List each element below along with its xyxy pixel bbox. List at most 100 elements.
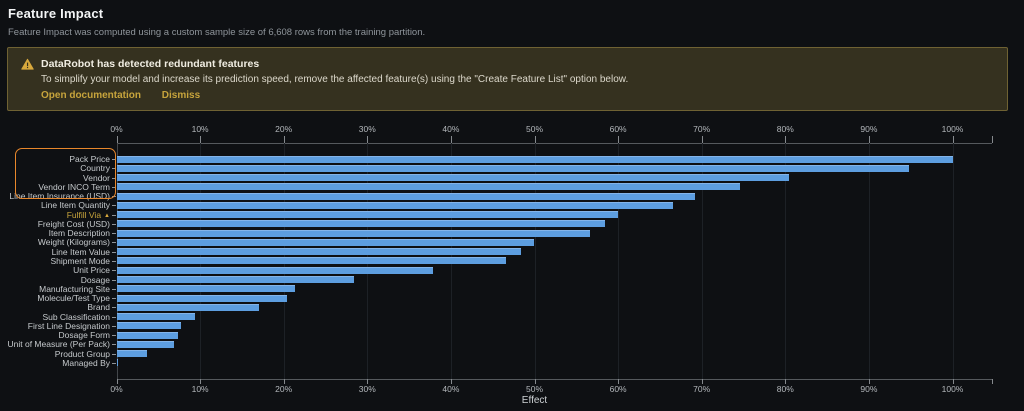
top-axis-tick bbox=[367, 136, 369, 143]
feature-impact-bar bbox=[117, 294, 288, 302]
feature-impact-bar bbox=[117, 248, 522, 256]
feature-impact-bar bbox=[117, 322, 181, 330]
feature-label: Line Item Value bbox=[51, 246, 110, 257]
top-axis-tick-label: 40% bbox=[442, 124, 460, 134]
feature-label: Product Group bbox=[54, 348, 110, 359]
top-axis-tick-label: 90% bbox=[860, 124, 878, 134]
feature-impact-bar bbox=[117, 164, 910, 172]
feature-impact-bar bbox=[117, 331, 178, 339]
bottom-axis-line bbox=[116, 379, 992, 380]
feature-axis-tick bbox=[112, 177, 116, 179]
warning-triangle-icon bbox=[21, 58, 34, 70]
feature-axis-tick bbox=[112, 298, 116, 300]
feature-axis-tick bbox=[112, 316, 116, 318]
top-axis-tick bbox=[701, 136, 703, 143]
bottom-axis-end-tick bbox=[992, 379, 993, 384]
top-axis-tick bbox=[534, 136, 536, 143]
top-axis-tick bbox=[116, 136, 118, 143]
feature-impact-bar bbox=[117, 220, 605, 228]
feature-impact-bar bbox=[117, 313, 196, 321]
feature-label: Country bbox=[80, 163, 110, 174]
feature-impact-bar bbox=[117, 174, 790, 182]
top-axis-tick bbox=[785, 136, 787, 143]
top-axis-tick bbox=[283, 136, 285, 143]
feature-axis-tick bbox=[112, 233, 116, 235]
feature-label: Manufacturing Site bbox=[39, 283, 110, 294]
feature-label: Line Item Quantity bbox=[41, 200, 110, 211]
feature-axis-tick bbox=[112, 270, 116, 272]
banner-title: DataRobot has detected redundant feature… bbox=[41, 58, 260, 70]
bottom-axis-tick-label: 90% bbox=[860, 384, 878, 394]
feature-axis-tick bbox=[112, 242, 116, 244]
top-axis-tick bbox=[450, 136, 452, 143]
bottom-axis-tick-label: 20% bbox=[275, 384, 293, 394]
feature-impact-bar bbox=[117, 201, 674, 209]
top-axis-tick-label: 50% bbox=[525, 124, 544, 134]
feature-axis-tick bbox=[112, 196, 116, 198]
feature-axis-tick bbox=[112, 335, 116, 337]
bottom-axis-tick bbox=[367, 379, 369, 384]
open-documentation-link[interactable]: Open documentation bbox=[41, 90, 141, 101]
feature-axis-tick bbox=[112, 288, 116, 290]
bottom-axis-tick bbox=[116, 379, 118, 384]
bottom-axis-tick bbox=[701, 379, 703, 384]
dismiss-link[interactable]: Dismiss bbox=[161, 90, 201, 101]
feature-impact-bar bbox=[117, 238, 534, 246]
feature-axis-tick bbox=[112, 168, 116, 170]
feature-impact-bar bbox=[117, 257, 507, 265]
feature-label: Dosage bbox=[80, 274, 110, 285]
feature-impact-bar bbox=[117, 183, 741, 191]
feature-impact-bar bbox=[117, 266, 434, 274]
bottom-axis-tick bbox=[952, 379, 954, 384]
top-axis-tick-label: 20% bbox=[275, 124, 293, 134]
feature-axis-tick bbox=[112, 344, 116, 346]
feature-impact-bar bbox=[117, 211, 619, 219]
banner-links: Open documentation Dismiss bbox=[41, 90, 218, 101]
bottom-axis-tick-label: 40% bbox=[442, 384, 460, 394]
feature-label: Molecule/Test Type bbox=[37, 293, 110, 304]
x-gridline bbox=[952, 143, 954, 379]
page-subtitle: Feature Impact was computed using a cust… bbox=[8, 27, 426, 38]
feature-label: Pack Price bbox=[69, 154, 110, 164]
feature-label: First Line Designation bbox=[27, 320, 110, 331]
page-title: Feature Impact bbox=[8, 6, 104, 21]
bottom-axis-tick-label: 50% bbox=[525, 384, 544, 394]
feature-label: Unit of Measure (Per Pack) bbox=[7, 339, 110, 350]
top-axis-tick-label: 30% bbox=[358, 124, 376, 134]
x-gridline bbox=[618, 143, 620, 379]
x-gridline bbox=[701, 143, 703, 379]
feature-impact-bar bbox=[117, 229, 590, 237]
feature-impact-bar bbox=[117, 340, 175, 348]
feature-label: Line Item Insurance (USD) bbox=[9, 191, 110, 202]
feature-warning-triangle-icon: ▲ bbox=[104, 212, 110, 219]
top-axis-tick bbox=[618, 136, 620, 143]
redundant-features-banner: DataRobot has detected redundant feature… bbox=[7, 47, 1008, 111]
bottom-axis-tick-label: 70% bbox=[693, 384, 711, 394]
bottom-axis-tick-label: 30% bbox=[358, 384, 376, 394]
feature-label: Vendor bbox=[83, 172, 110, 183]
bottom-axis-tick-label: 10% bbox=[191, 384, 209, 394]
x-gridline bbox=[534, 143, 536, 379]
feature-axis-tick bbox=[112, 307, 116, 309]
feature-label: Fulfill Via ▲ bbox=[66, 209, 110, 220]
feature-axis-tick bbox=[112, 214, 116, 216]
bottom-axis-tick bbox=[618, 379, 620, 384]
bottom-axis-tick bbox=[283, 379, 285, 384]
feature-axis-tick bbox=[112, 260, 116, 262]
feature-impact-bar bbox=[117, 192, 695, 200]
feature-axis-tick bbox=[112, 325, 116, 327]
feature-axis-tick bbox=[112, 251, 116, 253]
feature-label: Brand bbox=[87, 302, 110, 313]
top-axis-tick bbox=[200, 136, 202, 143]
feature-axis-tick bbox=[112, 353, 116, 355]
bottom-axis-tick-label: 100% bbox=[941, 384, 964, 394]
top-axis-tick-label: 70% bbox=[693, 124, 711, 134]
feature-axis-tick bbox=[112, 362, 116, 364]
top-axis-end-tick bbox=[992, 136, 993, 143]
feature-label: Managed By bbox=[62, 357, 110, 368]
top-axis-tick-label: 0% bbox=[110, 124, 123, 134]
bottom-axis-tick-label: 80% bbox=[776, 384, 794, 394]
top-axis-line bbox=[116, 143, 992, 144]
x-gridline bbox=[785, 143, 787, 379]
bottom-axis-tick bbox=[868, 379, 870, 384]
